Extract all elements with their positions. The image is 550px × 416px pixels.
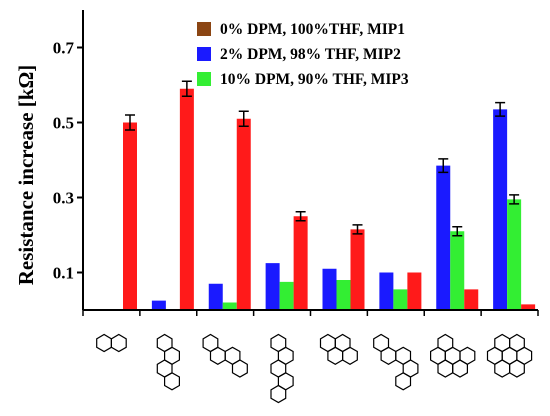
- molecule-naphthalene: [96, 333, 127, 353]
- molecule-pentacene: [270, 333, 294, 404]
- bar-1-1: [151, 300, 166, 310]
- y-tick-label: 0.1: [53, 264, 74, 283]
- bar-1-2: [208, 283, 223, 310]
- ring: [209, 346, 226, 365]
- ring: [452, 359, 468, 378]
- ring: [437, 359, 454, 378]
- ring: [380, 346, 397, 365]
- ring: [110, 333, 127, 353]
- bar-0-2: [236, 118, 251, 310]
- molecule-benzo[ghi]perylene: [430, 333, 476, 378]
- bar-1-6: [436, 165, 451, 310]
- bar-1-7: [493, 109, 508, 310]
- ring: [509, 359, 525, 378]
- bar-2-6: [450, 231, 465, 310]
- y-axis-label: Resistance increase [kΩ]: [14, 65, 38, 286]
- ring: [231, 359, 248, 378]
- ring: [327, 346, 344, 365]
- y-tick-label: 0.3: [53, 189, 74, 208]
- ring: [270, 384, 287, 404]
- bar-1-4: [322, 268, 337, 310]
- legend-swatch-1: [197, 47, 211, 61]
- bar-2-2: [222, 302, 237, 310]
- bar-0-3: [293, 216, 308, 310]
- bar-0-4: [350, 229, 365, 310]
- bar-1-3: [265, 263, 280, 310]
- bar-0-1: [179, 88, 194, 310]
- bar-0-7: [521, 304, 536, 310]
- molecule-coronene: [486, 333, 533, 378]
- axes: [82, 10, 539, 316]
- bar-2-3: [279, 281, 294, 310]
- ring: [164, 372, 180, 391]
- bar-2-4: [336, 280, 351, 310]
- legend-label-0: 0% DPM, 100%THF, MIP1: [220, 21, 405, 38]
- bar-2-5: [393, 289, 408, 310]
- y-tick-labels: 0.1 0.3 0.5 0.7: [53, 39, 83, 283]
- molecule-tetracene: [156, 333, 180, 391]
- legend: 0% DPM, 100%THF, MIP1 2% DPM, 98% THF, MI…: [197, 21, 409, 88]
- molecule-structures: [96, 333, 533, 404]
- ring: [494, 359, 511, 378]
- molecule-triphenylene: [319, 333, 358, 365]
- bar-0-0: [123, 122, 137, 310]
- molecule-chrysene: [202, 333, 248, 378]
- bar-1-5: [379, 272, 394, 310]
- bar-2-7: [507, 199, 522, 310]
- ring: [96, 333, 113, 353]
- bar-0-6: [464, 289, 479, 310]
- y-tick-label: 0.5: [53, 114, 74, 133]
- bar-0-5: [407, 272, 422, 310]
- legend-label-2: 10% DPM, 90% THF, MIP3: [220, 71, 409, 88]
- bars: [123, 80, 536, 310]
- molecule-picene: [373, 333, 419, 391]
- ring: [342, 346, 358, 365]
- ring: [395, 372, 412, 391]
- legend-label-1: 2% DPM, 98% THF, MIP2: [220, 46, 401, 63]
- legend-swatch-2: [197, 72, 211, 86]
- y-tick-label: 0.7: [53, 39, 75, 58]
- legend-swatch-0: [197, 22, 211, 36]
